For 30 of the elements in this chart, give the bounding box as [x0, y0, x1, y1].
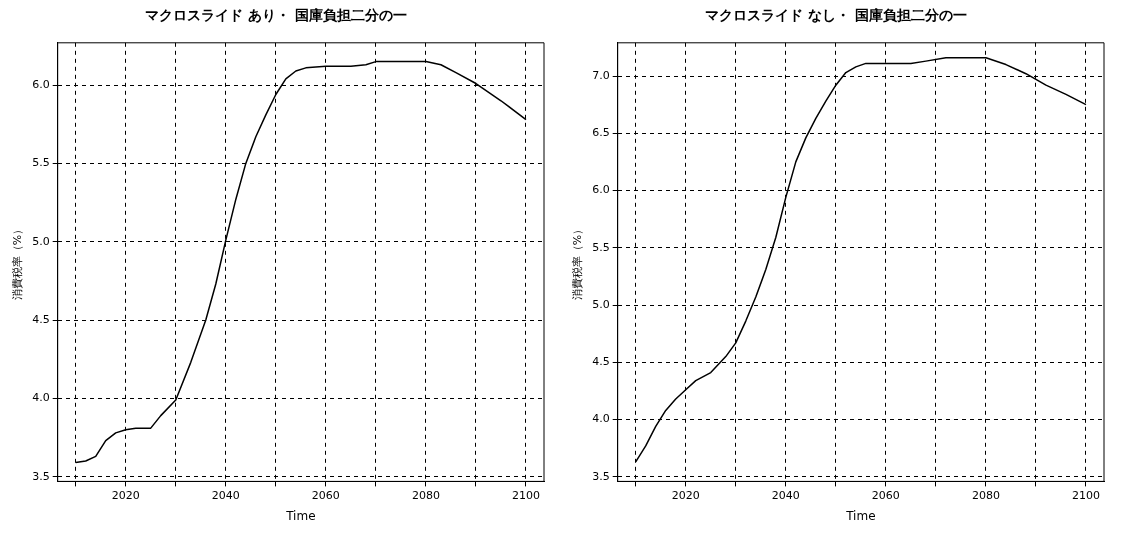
y-tick-label: 5.0 — [32, 234, 50, 248]
x-tick-label: 2040 — [771, 488, 800, 502]
y-axis-title: 消費税率（%） — [11, 223, 25, 301]
y-tick-label: 3.5 — [592, 469, 610, 483]
y-tick-label: 4.0 — [32, 391, 50, 405]
y-axis-title: 消費税率（%） — [571, 223, 585, 301]
y-tick-label: 7.0 — [592, 68, 610, 82]
x-axis-title: Time — [845, 508, 876, 523]
y-tick-label: 5.5 — [592, 240, 610, 254]
x-tick-label: 2080 — [971, 488, 1000, 502]
x-tick-label: 2100 — [1071, 488, 1100, 502]
y-tick-label: 6.0 — [32, 77, 50, 91]
y-tick-label: 4.5 — [592, 355, 610, 369]
x-tick-label: 2080 — [411, 488, 440, 502]
chart-title: マクロスライド なし・ 国庫負担二分の一 — [705, 7, 967, 24]
y-tick-label: 6.5 — [592, 126, 610, 140]
x-tick-label: 2020 — [671, 488, 700, 502]
y-tick-label: 3.5 — [32, 469, 50, 483]
y-tick-label: 4.5 — [32, 312, 50, 326]
y-tick-label: 5.5 — [32, 156, 50, 170]
x-tick-label: 2100 — [511, 488, 540, 502]
chart-title: マクロスライド あり・ 国庫負担二分の一 — [145, 7, 407, 24]
y-tick-label: 6.0 — [592, 183, 610, 197]
x-axis-title: Time — [285, 508, 316, 523]
y-tick-label: 5.0 — [592, 297, 610, 311]
x-tick-label: 2060 — [871, 488, 900, 502]
x-tick-label: 2020 — [111, 488, 140, 502]
x-tick-label: 2040 — [211, 488, 240, 502]
y-tick-label: 4.0 — [592, 412, 610, 426]
x-tick-label: 2060 — [311, 488, 340, 502]
